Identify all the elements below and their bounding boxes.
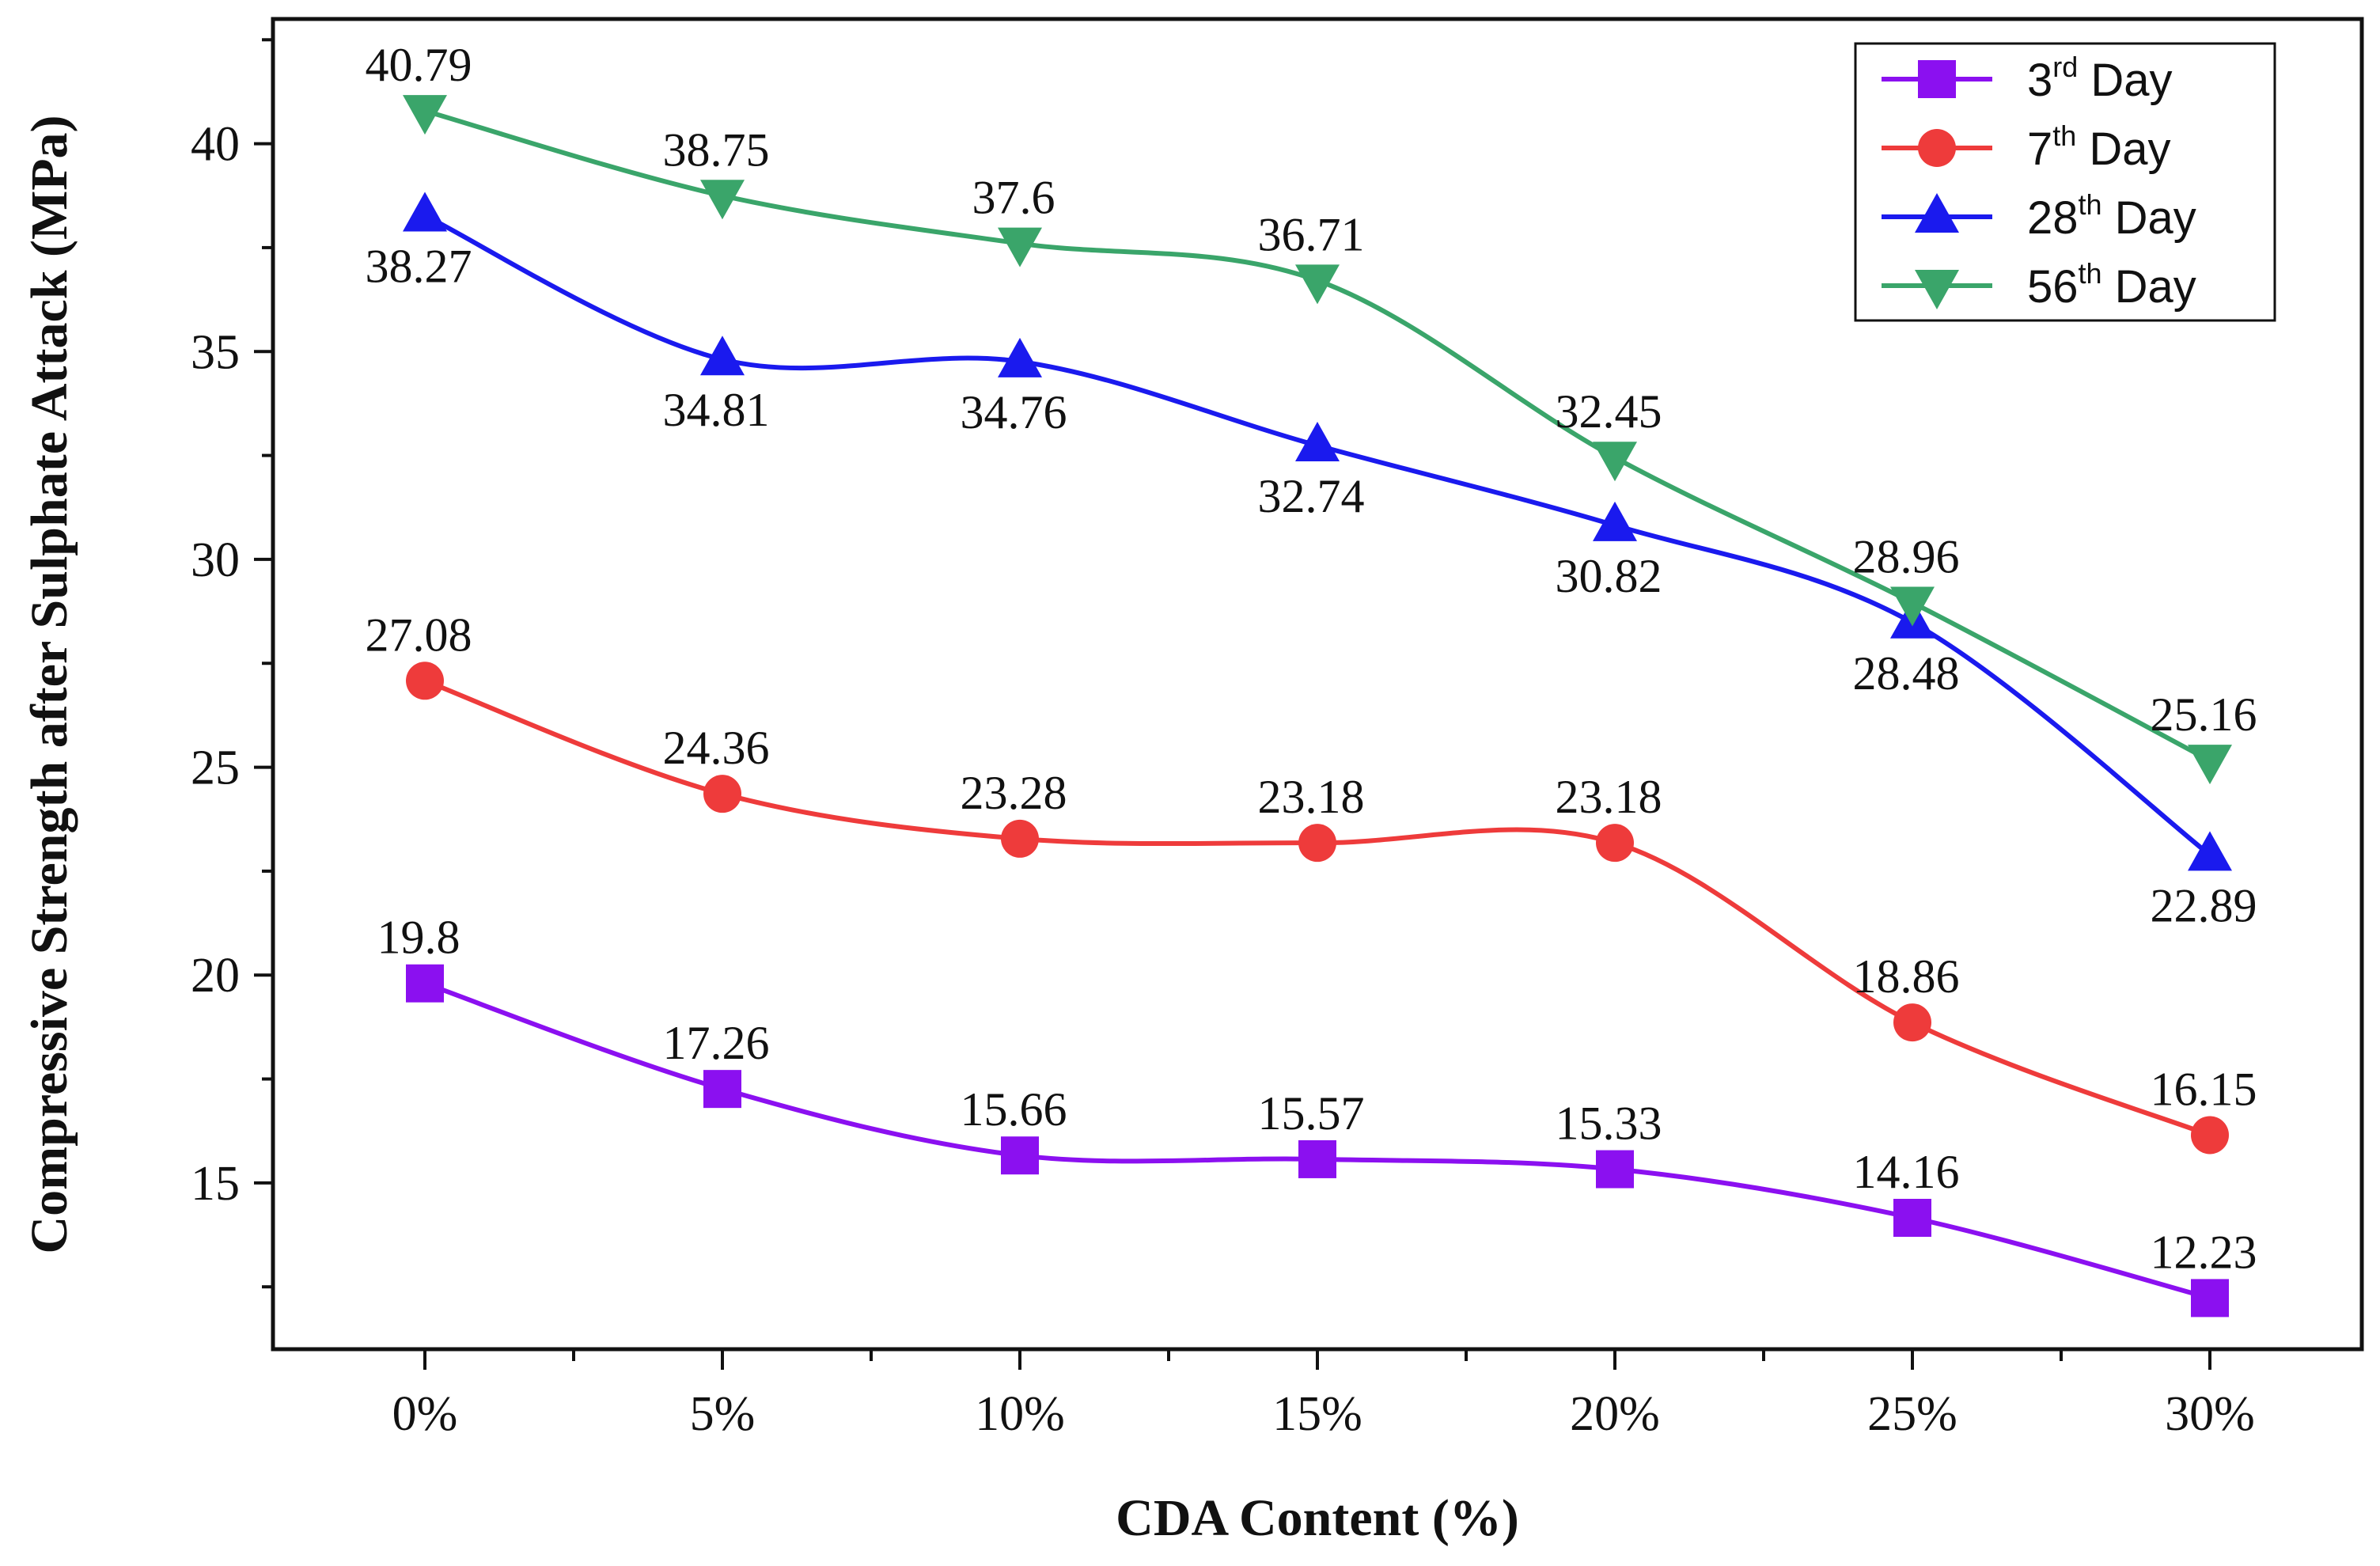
- data-point-series-1: [703, 1070, 741, 1109]
- data-label: 27.08: [366, 609, 472, 661]
- legend-marker: [1915, 193, 1959, 233]
- data-point-series-4: [998, 227, 1042, 267]
- data-point-series-2: [1001, 819, 1039, 858]
- data-label: 16.15: [2151, 1063, 2257, 1115]
- data-label: 32.45: [1556, 385, 1662, 438]
- data-point-series-2: [1596, 824, 1634, 863]
- data-labels: 19.8 17.26 15.66 15.57 15.33 14.16 12.23 27.08 2…: [366, 39, 2257, 1278]
- x-axis: 0% 5% 10% 15% 20% 25% 30%: [392, 1349, 2255, 1441]
- data-label: 23.18: [1556, 771, 1662, 823]
- data-point-series-4: [1593, 442, 1637, 482]
- y-tick-label: 15: [191, 1157, 240, 1211]
- legend-marker: [1918, 129, 1956, 167]
- legend-label: 56th Day: [2027, 257, 2196, 313]
- x-tick-label: 30%: [2165, 1387, 2255, 1441]
- x-tick-label: 20%: [1570, 1387, 1660, 1441]
- y-tick-label: 35: [191, 325, 240, 379]
- data-point-series-3: [2188, 831, 2232, 871]
- data-label: 32.74: [1258, 470, 1365, 522]
- y-tick-label: 30: [191, 533, 240, 587]
- data-point-series-2: [1298, 824, 1336, 863]
- data-label: 12.23: [2151, 1226, 2257, 1278]
- data-point-series-4: [2188, 745, 2232, 785]
- data-label: 15.66: [961, 1083, 1067, 1136]
- data-point-series-1: [2191, 1279, 2229, 1318]
- data-point-series-4: [1890, 586, 1935, 627]
- data-label: 22.89: [2151, 879, 2257, 931]
- data-point-series-1: [1298, 1139, 1336, 1178]
- data-point-series-4: [700, 180, 745, 220]
- data-label: 34.76: [961, 386, 1067, 438]
- data-label: 19.8: [377, 912, 460, 964]
- series-layer: [403, 95, 2232, 1318]
- data-label: 36.71: [1258, 208, 1365, 260]
- data-point-series-1: [1596, 1150, 1634, 1189]
- data-label: 15.33: [1556, 1098, 1662, 1150]
- y-tick-label: 40: [191, 118, 240, 172]
- x-axis-title: CDA Content (%): [1116, 1489, 1519, 1547]
- data-point-series-2: [703, 775, 741, 813]
- data-point-series-1: [1001, 1136, 1039, 1175]
- data-point-series-1: [1893, 1199, 1931, 1238]
- data-point-series-1: [406, 964, 444, 1003]
- legend-label: 28th Day: [2027, 188, 2196, 244]
- data-label: 28.48: [1853, 647, 1960, 700]
- data-label: 34.81: [663, 384, 770, 436]
- data-label: 38.75: [663, 123, 770, 176]
- data-label: 38.27: [366, 240, 472, 292]
- data-label: 30.82: [1556, 550, 1662, 602]
- data-label: 28.96: [1853, 531, 1960, 583]
- y-axis-title: Compressive Strength after Sulphate Atta…: [21, 115, 78, 1253]
- data-point-series-3: [1593, 501, 1637, 541]
- legend-marker: [1918, 60, 1956, 98]
- data-point-series-3: [403, 191, 447, 232]
- data-point-series-4: [403, 95, 447, 135]
- data-point-series-2: [1893, 1003, 1931, 1042]
- data-label: 17.26: [663, 1017, 770, 1069]
- data-label: 15.57: [1258, 1087, 1365, 1139]
- legend: 3rd Day 7th Day 28th Day 56th Day: [1854, 42, 2276, 322]
- data-point-series-3: [700, 336, 745, 376]
- y-tick-label: 25: [191, 741, 240, 795]
- data-point-series-2: [406, 662, 444, 700]
- x-tick-label: 15%: [1272, 1387, 1362, 1441]
- data-label: 24.36: [663, 722, 770, 774]
- data-label: 14.16: [1853, 1146, 1960, 1198]
- data-label: 40.79: [366, 39, 472, 91]
- data-label: 37.6: [972, 172, 1055, 224]
- x-tick-label: 5%: [690, 1387, 756, 1441]
- y-axis: 15 20 25 30 35 40: [191, 38, 273, 1289]
- legend-marker: [1915, 270, 1959, 309]
- data-label: 18.86: [1853, 950, 1960, 1003]
- data-label: 23.28: [961, 767, 1067, 819]
- legend-label: 3rd Day: [2027, 51, 2173, 106]
- data-point-series-4: [1295, 264, 1340, 305]
- x-tick-label: 0%: [392, 1387, 458, 1441]
- x-tick-label: 10%: [975, 1387, 1065, 1441]
- y-tick-label: 20: [191, 949, 240, 1003]
- data-label: 23.18: [1258, 771, 1365, 823]
- data-point-series-2: [2191, 1116, 2229, 1155]
- data-point-series-3: [998, 337, 1042, 377]
- data-point-series-3: [1295, 421, 1340, 461]
- data-label: 25.16: [2151, 688, 2257, 741]
- x-tick-label: 25%: [1867, 1387, 1957, 1441]
- legend-label: 7th Day: [2027, 119, 2171, 175]
